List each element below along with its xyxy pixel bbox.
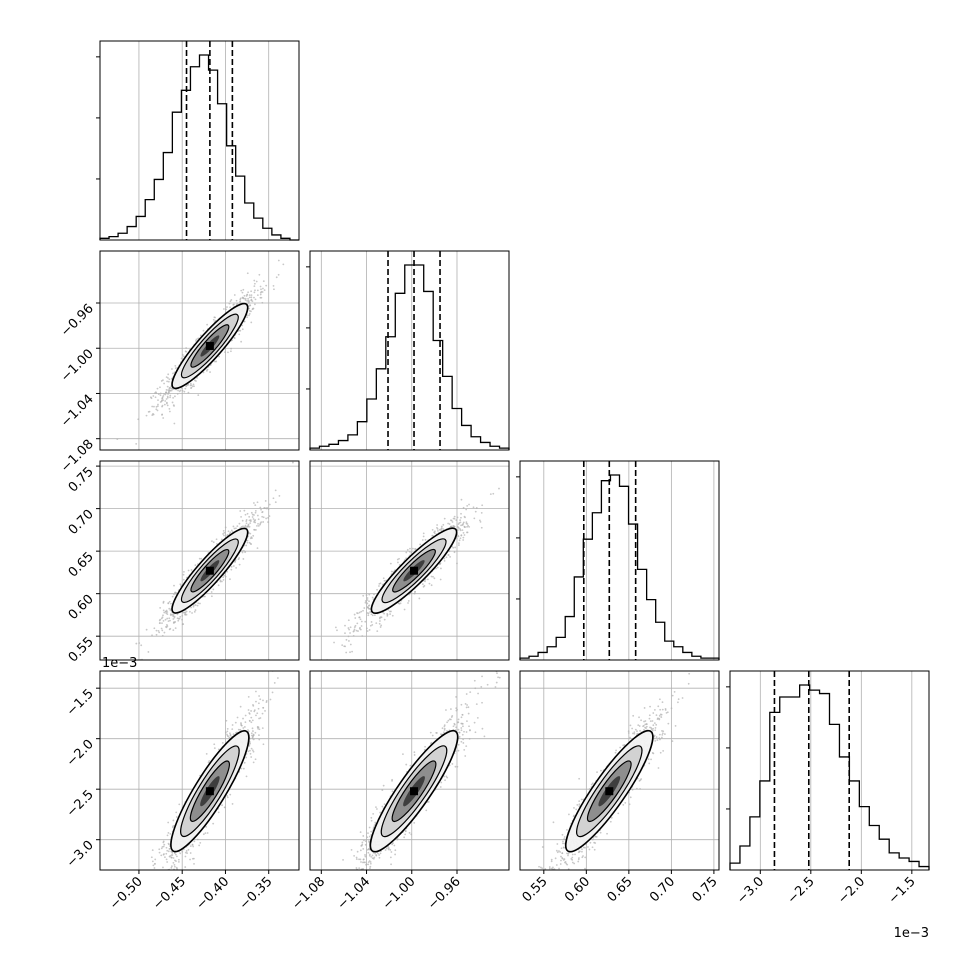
y-tick-label: −1.5 (64, 686, 97, 719)
x-offset-label: 1e−3 (894, 926, 929, 941)
histogram-p1 (309, 264, 510, 450)
grid-lines (100, 671, 299, 870)
panel-frame (519, 460, 720, 661)
scatter-p0-p3 (150, 671, 279, 870)
histogram-p3 (729, 684, 930, 870)
panel-frame (309, 250, 510, 451)
x-tick-label: −3.0 (734, 874, 767, 907)
scatter-p1-p3 (342, 671, 501, 870)
grid-lines (138, 41, 270, 240)
scatter-p0-p2 (135, 461, 294, 660)
panel-frame (99, 40, 300, 241)
y-tick-label: −0.96 (58, 301, 97, 340)
x-tick-label: −2.5 (785, 874, 818, 907)
histogram-p2 (519, 474, 720, 660)
x-tick-label: 0.65 (605, 874, 636, 905)
y-tick-label: −1.00 (58, 346, 97, 385)
grid-lines (100, 461, 299, 660)
grid-lines (320, 251, 458, 450)
scatter-p2-p3 (538, 672, 691, 870)
y-tick-label: 0.55 (66, 634, 97, 665)
x-tick-label: −0.50 (107, 874, 146, 913)
scatter-p0-p1 (116, 259, 285, 445)
panel-frame (519, 670, 720, 871)
panel-frame (99, 460, 300, 661)
scatter-p1-p2 (326, 487, 500, 660)
y-tick-label: 0.65 (66, 549, 97, 580)
y-tick-label: −1.04 (58, 392, 97, 431)
density-peak (605, 787, 614, 796)
x-tick-label: −1.04 (335, 874, 374, 913)
y-tick-label: −3.0 (64, 838, 97, 871)
density-peak (410, 787, 419, 796)
y-tick-label: −2.0 (64, 737, 97, 770)
x-tick-label: −1.08 (289, 874, 328, 913)
panel-frame (309, 670, 510, 871)
x-tick-label: −2.0 (835, 874, 868, 907)
histogram-p0 (99, 54, 299, 241)
x-tick-label: −0.45 (150, 874, 189, 913)
density-peak (410, 566, 419, 575)
density-peak (205, 566, 214, 575)
x-tick-label: −0.40 (194, 874, 233, 913)
panel-frame (729, 670, 930, 871)
x-tick-label: −1.00 (380, 874, 419, 913)
y-tick-label: 0.70 (66, 507, 97, 538)
panel-frame (99, 670, 300, 871)
x-tick-label: 0.60 (562, 874, 593, 905)
x-tick-label: −1.5 (886, 874, 919, 907)
x-tick-label: 0.70 (647, 874, 678, 905)
grid-lines (759, 671, 913, 870)
density-peak (205, 341, 214, 350)
y-tick-label: −2.5 (64, 787, 97, 820)
panel-frame (309, 460, 510, 661)
x-tick-label: 0.75 (690, 874, 721, 905)
x-tick-label: −0.35 (237, 874, 276, 913)
x-tick-label: −0.96 (425, 874, 464, 913)
density-peak (205, 787, 214, 796)
panel-frame (99, 250, 300, 451)
y-tick-label: 0.60 (66, 592, 97, 623)
x-tick-label: 0.55 (520, 874, 551, 905)
y-offset-label: 1e−3 (102, 656, 137, 671)
